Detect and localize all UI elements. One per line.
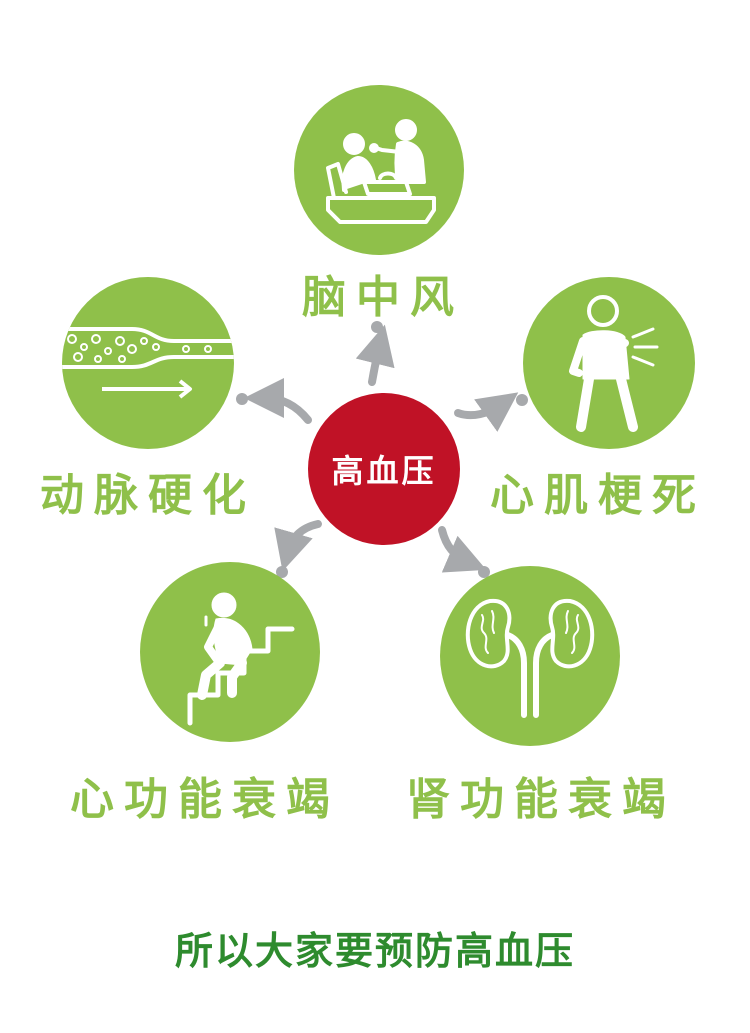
tired-person-on-stairs-icon (187, 592, 295, 726)
arrow-to-kidney-failure (438, 526, 490, 578)
arteriosclerosis-label: 动脉硬化 (40, 470, 256, 521)
caregiver-feeding-patient-icon (326, 119, 436, 224)
hypertension-label: 高血压 (331, 452, 437, 490)
heart-failure-label: 心功能衰竭 (70, 774, 340, 825)
stroke-node-circle (294, 85, 464, 255)
kidneys-icon (465, 598, 595, 718)
footer-text: 所以大家要预防高血压 (174, 929, 575, 973)
myocardial-infarction-node-circle (523, 277, 695, 449)
kidney-failure-label: 肾功能衰竭 (406, 774, 676, 825)
stroke-label: 脑中风 (302, 272, 464, 323)
arrow-to-heart-failure (274, 520, 322, 578)
hypertension-center-circle: 高血压 (308, 393, 460, 545)
myocardial-infarction-label: 心肌梗死 (490, 470, 706, 521)
heart-failure-node-circle (140, 562, 320, 742)
arrow-to-stroke (355, 321, 395, 386)
chest-pain-person-icon (569, 295, 659, 432)
arrow-to-arteriosclerosis (236, 378, 312, 424)
arteriosclerosis-node-circle (62, 277, 234, 449)
artery-plaque-icon (62, 327, 234, 399)
arrow-to-myocardial-infarction (454, 392, 528, 432)
kidney-failure-node-circle (440, 566, 620, 746)
